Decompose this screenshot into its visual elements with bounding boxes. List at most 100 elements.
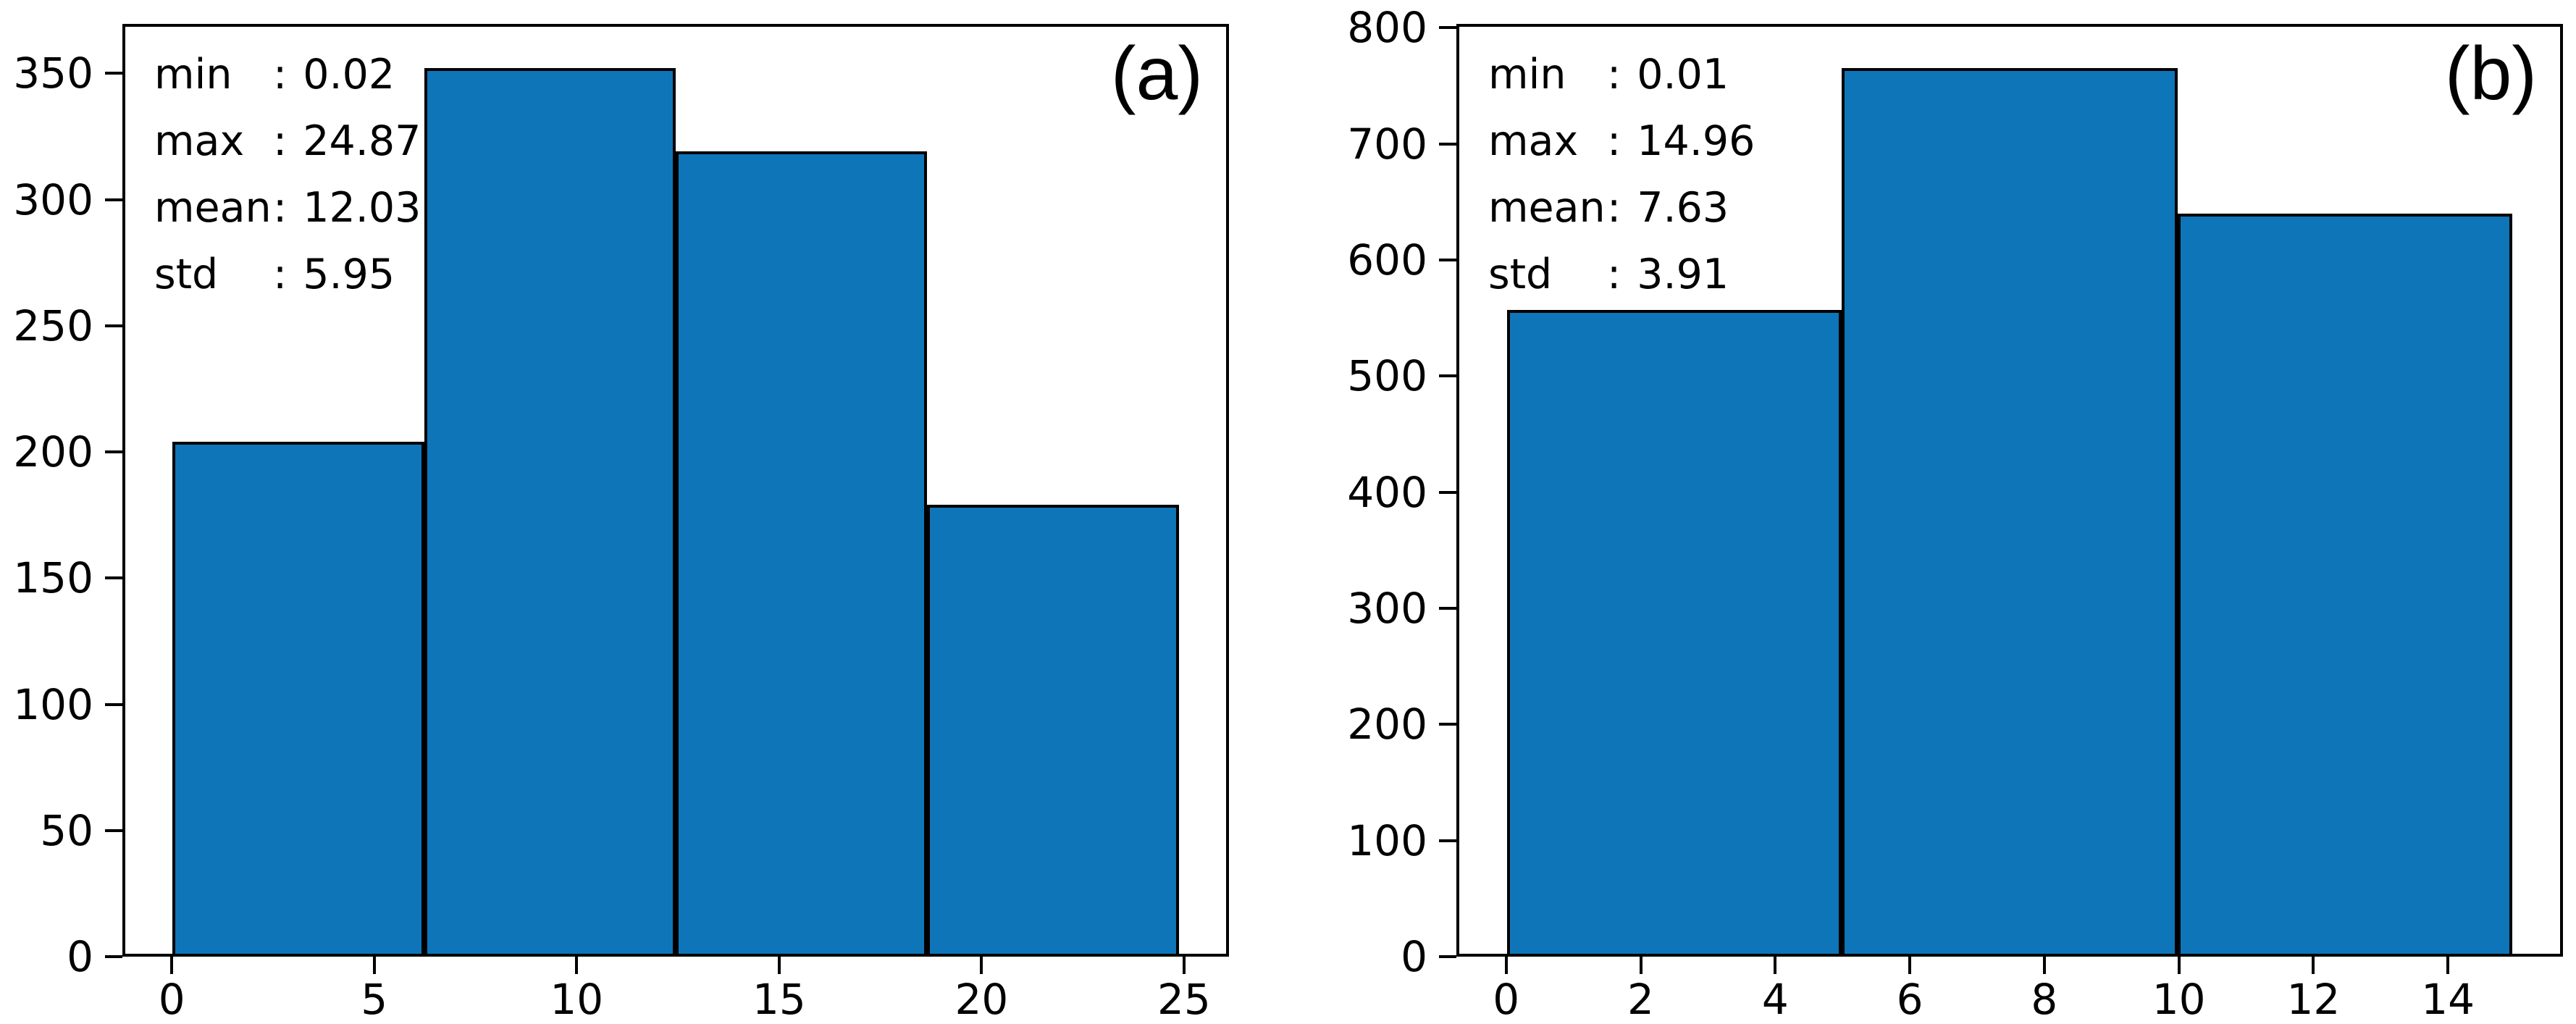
stat-row: min:0.01 (1488, 41, 1755, 108)
stat-separator: : (1607, 251, 1621, 298)
stat-label: max (1488, 117, 1579, 165)
y-tick-mark (105, 198, 122, 201)
y-axis-ticks: 0 100 200 300 400 500 600 700 800 (1347, 4, 2563, 981)
y-tick-mark (105, 828, 122, 832)
x-tick-mark (372, 957, 376, 974)
y-tick-mark (1439, 258, 1456, 261)
histogram-bar (927, 505, 1179, 957)
y-tick-mark (105, 955, 122, 958)
y-tick-mark (1439, 374, 1456, 378)
x-tick-label: 20 (955, 975, 1009, 1024)
y-tick-label: 0 (1401, 932, 1427, 981)
x-tick-label: 5 (361, 975, 388, 1024)
stat-label: min (154, 51, 232, 98)
stat-label: min (1488, 51, 1566, 98)
x-tick-mark (2312, 957, 2315, 974)
y-tick-mark (105, 576, 122, 580)
stat-value: 0.01 (1637, 51, 1729, 98)
y-tick-label: 300 (1347, 583, 1427, 633)
y-tick-label: 100 (13, 679, 93, 729)
stat-separator: : (1607, 117, 1621, 165)
stat-row: max:24.87 (154, 108, 421, 175)
y-tick-label: 250 (13, 301, 93, 351)
y-tick-label: 150 (13, 553, 93, 603)
y-tick-label: 50 (40, 805, 93, 855)
x-tick-label: 25 (1157, 975, 1211, 1024)
y-tick-label: 300 (13, 175, 93, 224)
stats-box: min:0.01 max:14.96 mean:7.63 std:3.91 (1488, 41, 1755, 308)
x-tick-mark (1774, 957, 1777, 974)
y-tick-label: 600 (1347, 235, 1427, 285)
stat-value: 24.87 (303, 117, 421, 165)
stat-row: mean:12.03 (154, 175, 421, 241)
y-tick-label: 400 (1347, 467, 1427, 517)
stat-separator: : (273, 251, 288, 298)
stat-row: std:5.95 (154, 241, 421, 308)
y-axis-ticks: 0 50 100 150 200 250 300 350 (13, 24, 1229, 981)
x-tick-mark (980, 957, 983, 974)
stat-separator: : (1607, 51, 1621, 98)
stat-label: mean (154, 184, 272, 232)
stat-value: 14.96 (1637, 117, 1755, 165)
x-tick-mark (2177, 957, 2181, 974)
stat-row: min:0.02 (154, 41, 421, 108)
stat-label: mean (1488, 184, 1606, 232)
y-tick-label: 0 (67, 932, 93, 981)
stat-value: 5.95 (303, 251, 395, 298)
stat-separator: : (273, 184, 288, 232)
x-tick-label: 0 (158, 975, 185, 1024)
stat-row: mean:7.63 (1488, 175, 1755, 241)
y-tick-label: 500 (1347, 351, 1427, 401)
x-tick-label: 15 (752, 975, 806, 1024)
y-tick-mark (1439, 26, 1456, 30)
x-tick-mark (1182, 957, 1186, 974)
y-tick-mark (105, 702, 122, 706)
x-tick-mark (1908, 957, 1912, 974)
stat-label: std (1488, 251, 1553, 298)
x-tick-mark (170, 957, 174, 974)
y-tick-mark (105, 450, 122, 454)
x-tick-mark (2042, 957, 2046, 974)
stat-separator: : (1607, 184, 1621, 232)
stat-label: max (154, 117, 245, 165)
stat-separator: : (273, 117, 288, 165)
histogram-bar (676, 151, 928, 957)
y-tick-mark (1439, 490, 1456, 494)
y-tick-label: 700 (1347, 119, 1427, 169)
histogram-bar (424, 68, 676, 957)
x-tick-mark (2446, 957, 2450, 974)
y-tick-mark (1439, 142, 1456, 146)
x-tick-mark (1639, 957, 1642, 974)
x-tick-mark (1504, 957, 1508, 974)
stat-separator: : (273, 51, 288, 98)
x-tick-mark (777, 957, 781, 974)
stat-value: 12.03 (303, 184, 421, 232)
y-tick-mark (1439, 955, 1456, 958)
y-tick-label: 100 (1347, 815, 1427, 865)
stat-value: 3.91 (1637, 251, 1729, 298)
panel-label-b: (b) (2444, 32, 2537, 116)
y-tick-label: 200 (13, 427, 93, 477)
y-tick-mark (1439, 723, 1456, 726)
y-tick-label: 200 (1347, 700, 1427, 750)
stat-row: max:14.96 (1488, 108, 1755, 175)
histogram-bar (1842, 68, 2178, 957)
stats-box: min:0.02 max:24.87 mean:12.03 std:5.95 (154, 41, 421, 308)
histogram-panel-a: 0 50 100 150 200 250 300 350 0 5 10 15 20 25 min:0.0… (13, 24, 1229, 1023)
y-tick-mark (105, 324, 122, 327)
x-tick-mark (575, 957, 579, 974)
stat-value: 7.63 (1637, 184, 1729, 232)
y-tick-mark (105, 72, 122, 75)
panel-label-a: (a) (1110, 32, 1203, 116)
histogram-bar (172, 442, 424, 957)
stat-row: std:3.91 (1488, 241, 1755, 308)
stat-value: 0.02 (303, 51, 395, 98)
y-tick-mark (1439, 606, 1456, 610)
bars-layer (1456, 24, 2563, 957)
stat-label: std (154, 251, 219, 298)
y-tick-label: 800 (1347, 3, 1427, 53)
y-tick-label: 350 (13, 49, 93, 98)
histogram-bar (2177, 213, 2513, 957)
histogram-panel-b: 0 100 200 300 400 500 600 700 800 0 2 4 6 8 10 12 14 mi… (1347, 4, 2563, 1023)
